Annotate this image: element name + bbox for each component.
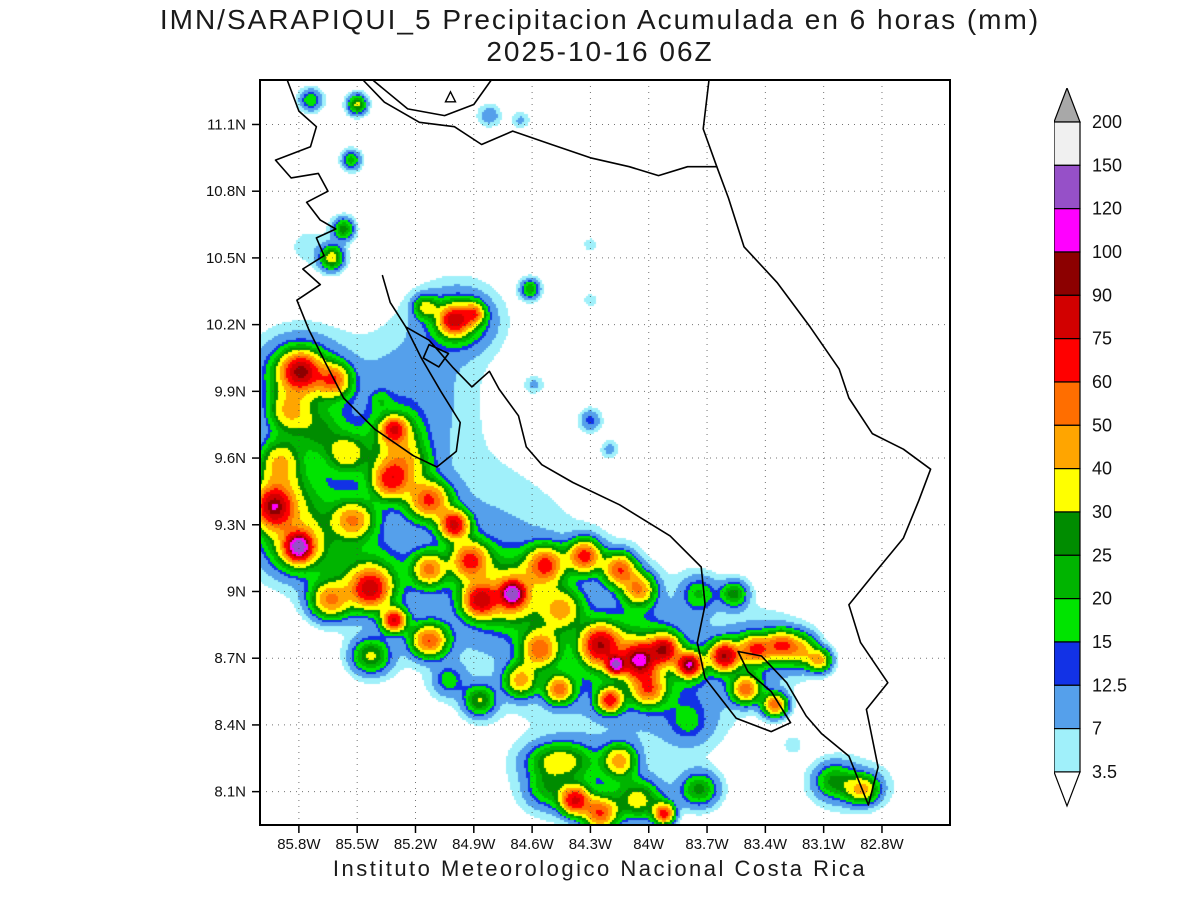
y-axis-tick-label: 10.8N	[206, 183, 246, 200]
x-axis-tick-label: 83.1W	[802, 836, 846, 853]
coastline	[702, 79, 718, 168]
colorbar-segment	[1054, 424, 1081, 470]
y-axis-tick-label: 8.7N	[214, 650, 246, 667]
colorbar-segment	[1054, 381, 1081, 426]
y-axis-tick-label: 10.5N	[206, 250, 246, 267]
x-axis-tick-label: 85.2W	[394, 836, 438, 853]
colorbar-segment	[1054, 294, 1081, 340]
colorbar-segment	[1054, 598, 1081, 643]
colorbar-tick-label: 200	[1092, 112, 1122, 132]
x-axis-tick-label: 83.4W	[744, 836, 788, 853]
colorbar-tick-label: 3.5	[1092, 762, 1117, 782]
coastline	[274, 79, 932, 806]
x-axis-tick-label: 84.3W	[569, 836, 613, 853]
chart-title: IMN/SARAPIQUI_5 Precipitacion Acumulada …	[159, 4, 1041, 35]
colorbar-segment	[1054, 728, 1081, 773]
y-axis-tick-label: 9.9N	[214, 383, 246, 400]
colorbar-segment	[1054, 121, 1081, 166]
colorbar-tick-label: 150	[1092, 155, 1122, 175]
x-axis-tick-label: 85.8W	[277, 836, 321, 853]
colorbar-segment	[1054, 684, 1081, 730]
colorbar-tick-label: 7	[1092, 719, 1102, 739]
colorbar-tick-label: 50	[1092, 415, 1112, 435]
colorbar-tick-label: 12.5	[1092, 675, 1127, 695]
colorbar-tick-label: 90	[1092, 285, 1112, 305]
y-axis-tick-label: 8.4N	[214, 717, 246, 734]
colorbar-tick-label: 15	[1092, 632, 1112, 652]
y-axis-tick-label: 8.1N	[214, 784, 246, 801]
footer-attribution: Instituto Meteorologico Nacional Costa R…	[332, 856, 868, 881]
precipitation-field-canvas	[260, 80, 950, 825]
x-axis-tick-label: 84W	[633, 836, 665, 853]
colorbar-segment	[1054, 511, 1081, 556]
colorbar-tick-label: 60	[1092, 372, 1112, 392]
coastline	[422, 343, 450, 368]
colorbar-segment	[1054, 468, 1081, 513]
coastline	[381, 274, 407, 328]
x-axis-tick-label: 83.7W	[685, 836, 729, 853]
y-axis-tick-label: 11.1N	[207, 116, 246, 133]
colorbar-tick-label: 75	[1092, 329, 1112, 349]
colorbar-legend: 3.5 7 12.5 15 20 25 30 40 50 60 75 90 100 120 150 200	[1054, 88, 1127, 808]
colorbar-tick-label: 120	[1092, 199, 1122, 219]
colorbar-segment	[1054, 164, 1081, 210]
colorbar-tick-label: 20	[1092, 589, 1112, 609]
x-axis-tick-label: 84.9W	[452, 836, 496, 853]
colorbar-segment	[1054, 554, 1081, 600]
x-axis-tick-label: 82.8W	[860, 836, 904, 853]
x-axis-tick-label: 84.6W	[510, 836, 554, 853]
chart-subtitle-datetime: 2025-10-16 06Z	[486, 36, 714, 67]
colorbar-tick-label: 40	[1092, 459, 1112, 479]
colorbar-segment	[1054, 251, 1081, 296]
colorbar-segment	[1054, 641, 1081, 686]
colorbar-under-triangle	[1054, 771, 1081, 808]
colorbar-tick-label: 30	[1092, 502, 1112, 522]
colorbar-tick-label: 100	[1092, 242, 1122, 262]
coastline	[371, 79, 493, 117]
colorbar-segment	[1054, 338, 1081, 383]
y-axis-tick-label: 9.3N	[214, 517, 246, 534]
y-axis-tick-label: 9N	[227, 583, 246, 600]
x-axis-tick-label: 85.5W	[336, 836, 380, 853]
colorbar-tick-label: 25	[1092, 545, 1112, 565]
colorbar-segment	[1054, 208, 1081, 253]
y-axis-tick-label: 10.2N	[206, 317, 246, 334]
y-axis-tick-label: 9.6N	[214, 450, 246, 467]
colorbar-over-triangle	[1054, 88, 1081, 123]
island-triangle-marker	[444, 90, 457, 103]
map-frame	[259, 79, 951, 826]
